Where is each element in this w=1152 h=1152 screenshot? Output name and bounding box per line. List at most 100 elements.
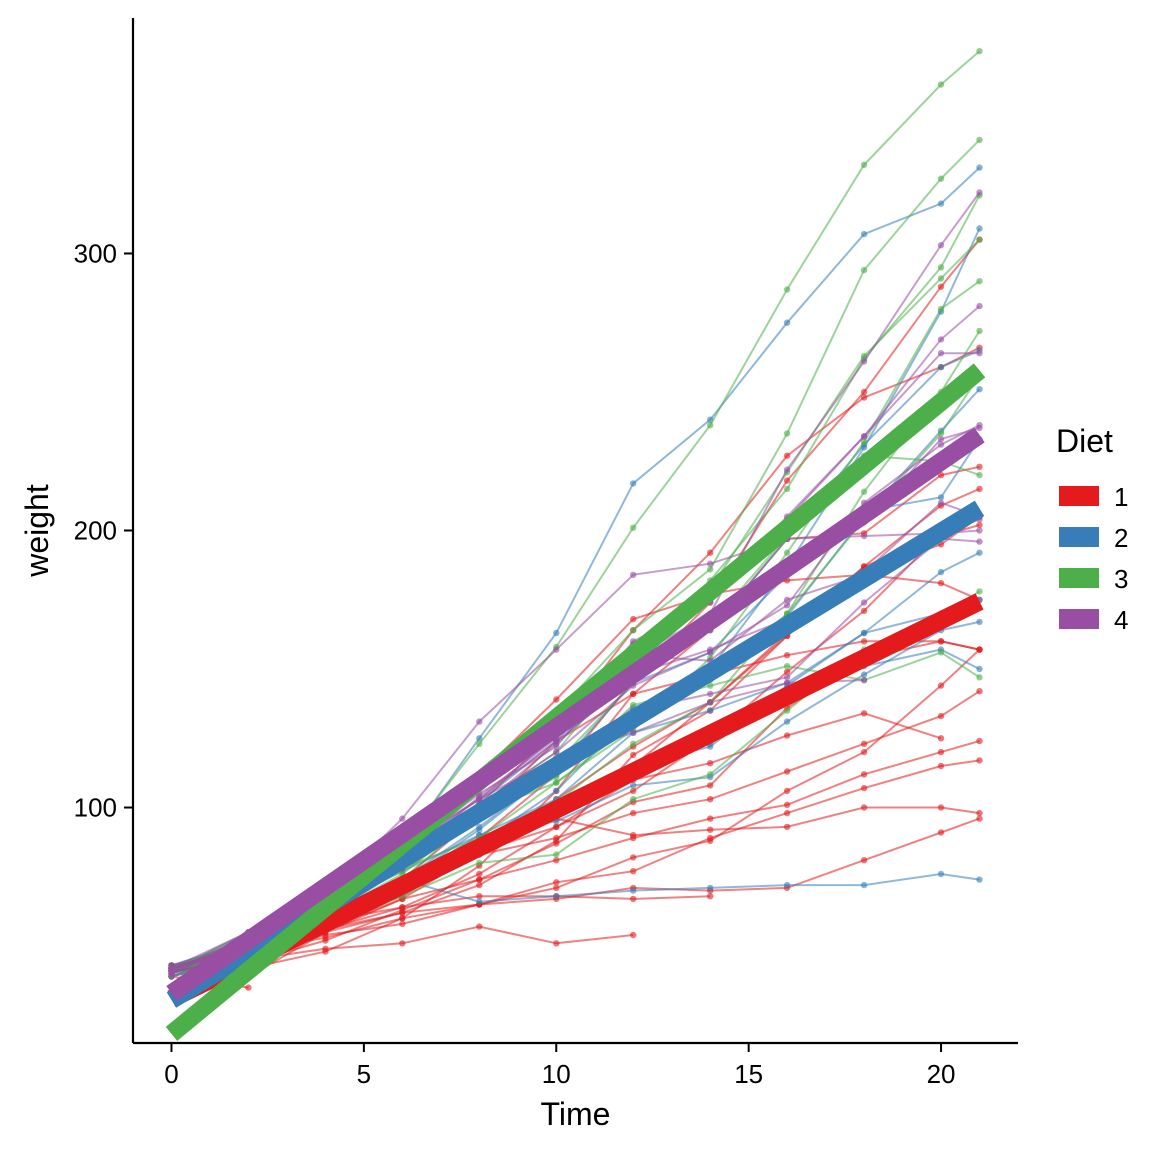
chick-point	[553, 779, 560, 786]
chick-point	[630, 809, 637, 817]
chick-point	[707, 707, 714, 714]
legend-title: Diet	[1056, 423, 1113, 459]
chick-point	[860, 740, 868, 747]
chick-point	[553, 857, 560, 864]
chick-point	[783, 319, 791, 326]
chick-point	[783, 679, 791, 687]
chick-point	[860, 804, 868, 811]
legend-swatch-2	[1059, 527, 1099, 547]
chick-point	[976, 809, 983, 817]
x-axis-ticks: 0 5 10 15 20	[164, 1043, 956, 1089]
chick-point	[976, 424, 983, 432]
chick-point	[630, 834, 637, 842]
chick-point	[399, 940, 406, 947]
chick-point	[937, 870, 945, 878]
chick-point	[707, 826, 714, 833]
chick-point	[976, 618, 983, 626]
chick-point	[783, 768, 791, 775]
chick-point	[553, 787, 560, 795]
chick-point	[553, 834, 560, 842]
chick-point	[976, 164, 983, 171]
chick-point	[476, 898, 483, 905]
chick-point	[976, 48, 983, 55]
x-axis-title: Time	[541, 1096, 611, 1132]
chick-point	[476, 893, 483, 900]
chick-point	[630, 751, 637, 759]
chick-point	[707, 560, 714, 567]
chick-point	[476, 923, 483, 930]
trend-line-diet-4	[166, 427, 985, 1001]
chick-point	[976, 225, 983, 232]
chick-point	[937, 336, 945, 343]
chick-point	[937, 430, 945, 437]
chick-point	[783, 674, 791, 681]
chick-point	[860, 710, 868, 717]
legend-label-3: 3	[1114, 564, 1128, 594]
chick-point	[937, 748, 945, 756]
chick-point	[707, 690, 714, 698]
chick-point	[707, 566, 714, 573]
x-tick-label: 20	[927, 1059, 956, 1089]
chick-point	[860, 676, 868, 684]
chick-point	[630, 690, 637, 698]
chick-point	[399, 815, 406, 822]
chick-point	[783, 466, 791, 473]
chick-point	[976, 471, 983, 479]
chick-point	[937, 264, 945, 271]
chick-point	[630, 524, 637, 531]
chick-point	[937, 350, 945, 357]
chick-point	[976, 189, 983, 196]
chick-point	[630, 796, 637, 803]
chick-point	[707, 646, 714, 653]
chick-point	[630, 887, 637, 894]
chick-point	[322, 945, 329, 952]
chick-point	[860, 394, 868, 401]
chick-point	[783, 286, 791, 293]
chick-point	[937, 829, 945, 836]
chick-point	[399, 904, 406, 911]
chick-point	[783, 602, 791, 609]
chick-point	[976, 737, 983, 745]
chick-point	[976, 665, 983, 673]
chick-point	[937, 242, 945, 249]
chick-point	[976, 327, 983, 335]
legend-label-2: 2	[1114, 523, 1128, 553]
chick-point	[937, 499, 945, 506]
legend-swatch-3	[1059, 568, 1099, 588]
chick-point	[860, 266, 868, 274]
chick-point	[707, 549, 714, 556]
chick-point	[783, 596, 791, 603]
chick-point	[783, 801, 791, 808]
chick-point	[476, 740, 483, 747]
chick-point	[860, 771, 868, 778]
chick-point	[937, 649, 945, 656]
y-tick-label: 200	[74, 516, 117, 546]
chick-point	[976, 757, 983, 764]
chick-point	[860, 629, 868, 637]
y-axis-ticks: 100 200 300	[74, 238, 133, 823]
chick-point	[707, 682, 714, 689]
chick-point	[976, 549, 983, 556]
chick-point	[476, 881, 483, 889]
chick-point	[937, 494, 945, 501]
chick-point	[937, 200, 945, 207]
chick-point	[976, 588, 983, 595]
y-tick-label: 300	[74, 238, 117, 268]
chick-point	[630, 480, 637, 487]
chick-point	[783, 652, 791, 659]
chick-point	[860, 230, 868, 238]
chick-point	[976, 815, 983, 822]
chick-point	[860, 161, 868, 168]
chick-point	[630, 571, 637, 578]
chick-point	[630, 615, 637, 623]
chick-point	[976, 674, 983, 681]
chick-point	[245, 984, 252, 991]
chick-point	[976, 350, 983, 357]
chick-point	[553, 696, 560, 703]
legend-label-1: 1	[1114, 482, 1128, 512]
chick-point	[783, 477, 791, 484]
chick-point	[937, 305, 945, 313]
chick-point	[937, 568, 945, 576]
chick-point	[476, 826, 483, 833]
